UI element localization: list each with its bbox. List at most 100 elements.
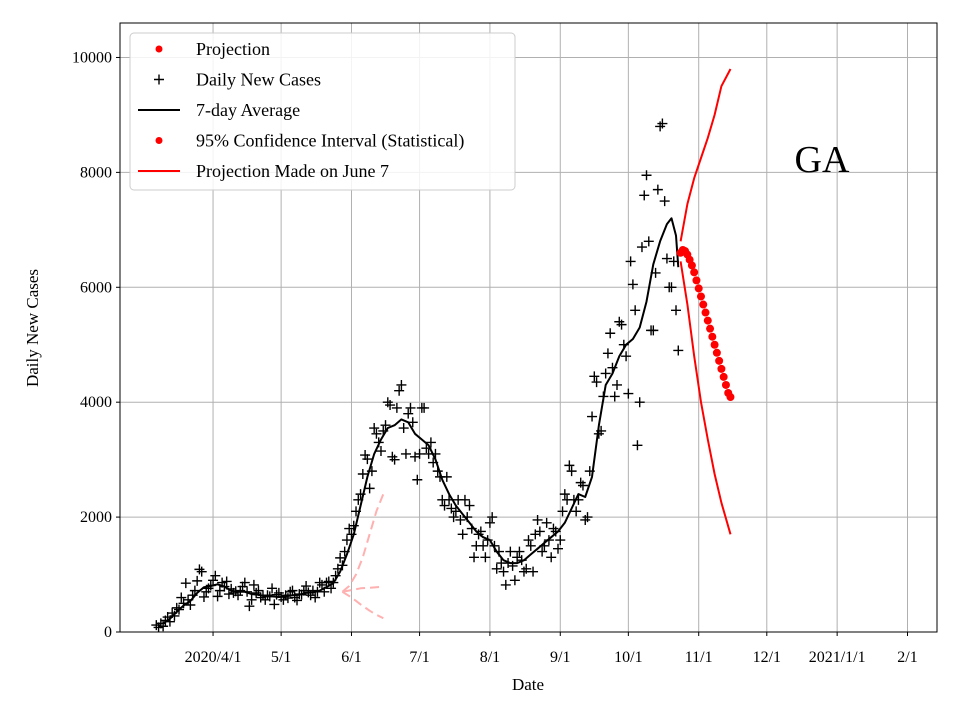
data-point-marker bbox=[239, 577, 250, 588]
data-point-marker bbox=[469, 552, 480, 563]
data-point-marker bbox=[210, 570, 221, 581]
data-point-marker bbox=[661, 253, 672, 264]
data-point-marker bbox=[341, 535, 352, 546]
data-point-marker bbox=[292, 595, 303, 606]
x-tick-label: 2/1 bbox=[897, 649, 917, 666]
data-point-marker bbox=[192, 575, 203, 586]
data-point-marker bbox=[196, 566, 207, 577]
data-point-marker bbox=[305, 590, 316, 601]
data-point-marker bbox=[625, 256, 636, 267]
legend-box bbox=[129, 32, 516, 191]
data-point-marker bbox=[521, 563, 532, 574]
data-point-marker bbox=[180, 578, 191, 589]
legend-marker-plus bbox=[154, 74, 164, 85]
data-point-marker bbox=[444, 494, 455, 505]
data-point-marker bbox=[198, 591, 209, 602]
data-point-marker bbox=[612, 379, 623, 390]
data-point-marker bbox=[194, 564, 205, 575]
data-point-marker bbox=[587, 411, 598, 422]
projection-point bbox=[712, 348, 721, 357]
data-point-marker bbox=[301, 581, 312, 592]
data-point-marker bbox=[403, 408, 414, 419]
data-point-marker bbox=[432, 466, 443, 477]
projection-point bbox=[726, 393, 735, 402]
data-point-marker bbox=[419, 402, 430, 413]
data-point-marker bbox=[607, 362, 618, 373]
data-point-marker bbox=[643, 236, 654, 247]
y-tick-label: 8000 bbox=[80, 164, 112, 181]
x-tick-label: 9/1 bbox=[550, 649, 570, 666]
data-point-marker bbox=[151, 620, 162, 631]
data-point-marker bbox=[307, 585, 318, 596]
data-point-marker bbox=[355, 489, 366, 500]
legend-label: 95% Confidence Interval (Statistical) bbox=[196, 131, 464, 152]
data-point-marker bbox=[164, 616, 175, 627]
data-point-marker bbox=[373, 437, 384, 448]
data-point-marker bbox=[362, 454, 373, 465]
data-point-marker bbox=[353, 494, 364, 505]
data-point-marker bbox=[158, 621, 169, 632]
data-point-marker bbox=[219, 581, 230, 592]
x-axis-title: Date bbox=[512, 675, 544, 694]
y-tick-label: 10000 bbox=[72, 49, 112, 66]
data-point-marker bbox=[537, 546, 548, 557]
data-point-marker bbox=[509, 575, 520, 586]
data-point-marker bbox=[500, 579, 511, 590]
data-point-marker bbox=[589, 371, 600, 382]
data-point-marker bbox=[505, 546, 516, 557]
data-point-marker bbox=[441, 471, 452, 482]
data-point-marker bbox=[357, 469, 368, 480]
data-point-marker bbox=[480, 552, 491, 563]
data-point-marker bbox=[242, 586, 253, 597]
x-tick-label: 10/1 bbox=[614, 649, 642, 666]
data-point-marker bbox=[573, 494, 584, 505]
legend-label: 7-day Average bbox=[196, 100, 300, 120]
projection-made-on-june-7-middle-line bbox=[342, 585, 384, 593]
data-point-marker bbox=[396, 379, 407, 390]
data-point-marker bbox=[412, 474, 423, 485]
data-point-marker bbox=[323, 576, 334, 587]
x-tick-label: 12/1 bbox=[753, 649, 781, 666]
x-tick-label: 2021/1/1 bbox=[809, 649, 866, 666]
legend-marker-dot bbox=[155, 137, 163, 144]
data-point-marker bbox=[223, 589, 234, 600]
state-annotation: GA bbox=[795, 139, 850, 181]
projection-point bbox=[703, 316, 712, 325]
data-point-marker bbox=[264, 591, 275, 602]
legend-label: Projection bbox=[196, 39, 270, 59]
y-axis-title: Daily New Cases bbox=[23, 269, 42, 387]
data-point-marker bbox=[602, 348, 613, 359]
data-point-marker bbox=[482, 535, 493, 546]
data-point-marker bbox=[457, 529, 468, 540]
projection-point bbox=[715, 356, 724, 365]
data-point-marker bbox=[555, 535, 566, 546]
data-point-marker bbox=[421, 443, 432, 454]
data-point-marker bbox=[659, 196, 670, 207]
data-point-marker bbox=[285, 586, 296, 597]
data-point-marker bbox=[171, 602, 182, 613]
7-day-average-line bbox=[162, 217, 680, 625]
data-point-marker bbox=[394, 385, 405, 396]
legend: Projection Daily New Cases 7-day Average 95… bbox=[129, 32, 516, 191]
data-point-marker bbox=[566, 466, 577, 477]
data-point-marker bbox=[598, 391, 609, 402]
data-point-marker bbox=[621, 351, 632, 362]
data-point-marker bbox=[650, 267, 661, 278]
projection-made-on-june-7-upper-line bbox=[341, 493, 385, 593]
data-point-marker bbox=[262, 590, 273, 601]
data-point-marker bbox=[636, 242, 647, 253]
data-point-marker bbox=[459, 494, 470, 505]
data-point-marker bbox=[668, 256, 679, 267]
data-point-marker bbox=[212, 591, 223, 602]
data-point-marker bbox=[380, 420, 391, 431]
data-point-marker bbox=[596, 425, 607, 436]
data-point-marker bbox=[539, 540, 550, 551]
data-point-marker bbox=[464, 500, 475, 511]
data-point-marker bbox=[673, 345, 684, 356]
data-point-marker bbox=[550, 526, 561, 537]
data-point-marker bbox=[455, 514, 466, 525]
data-point-marker bbox=[525, 540, 536, 551]
projection-point bbox=[721, 380, 730, 389]
data-point-marker bbox=[466, 523, 477, 534]
legend-marker-dot bbox=[155, 45, 163, 53]
